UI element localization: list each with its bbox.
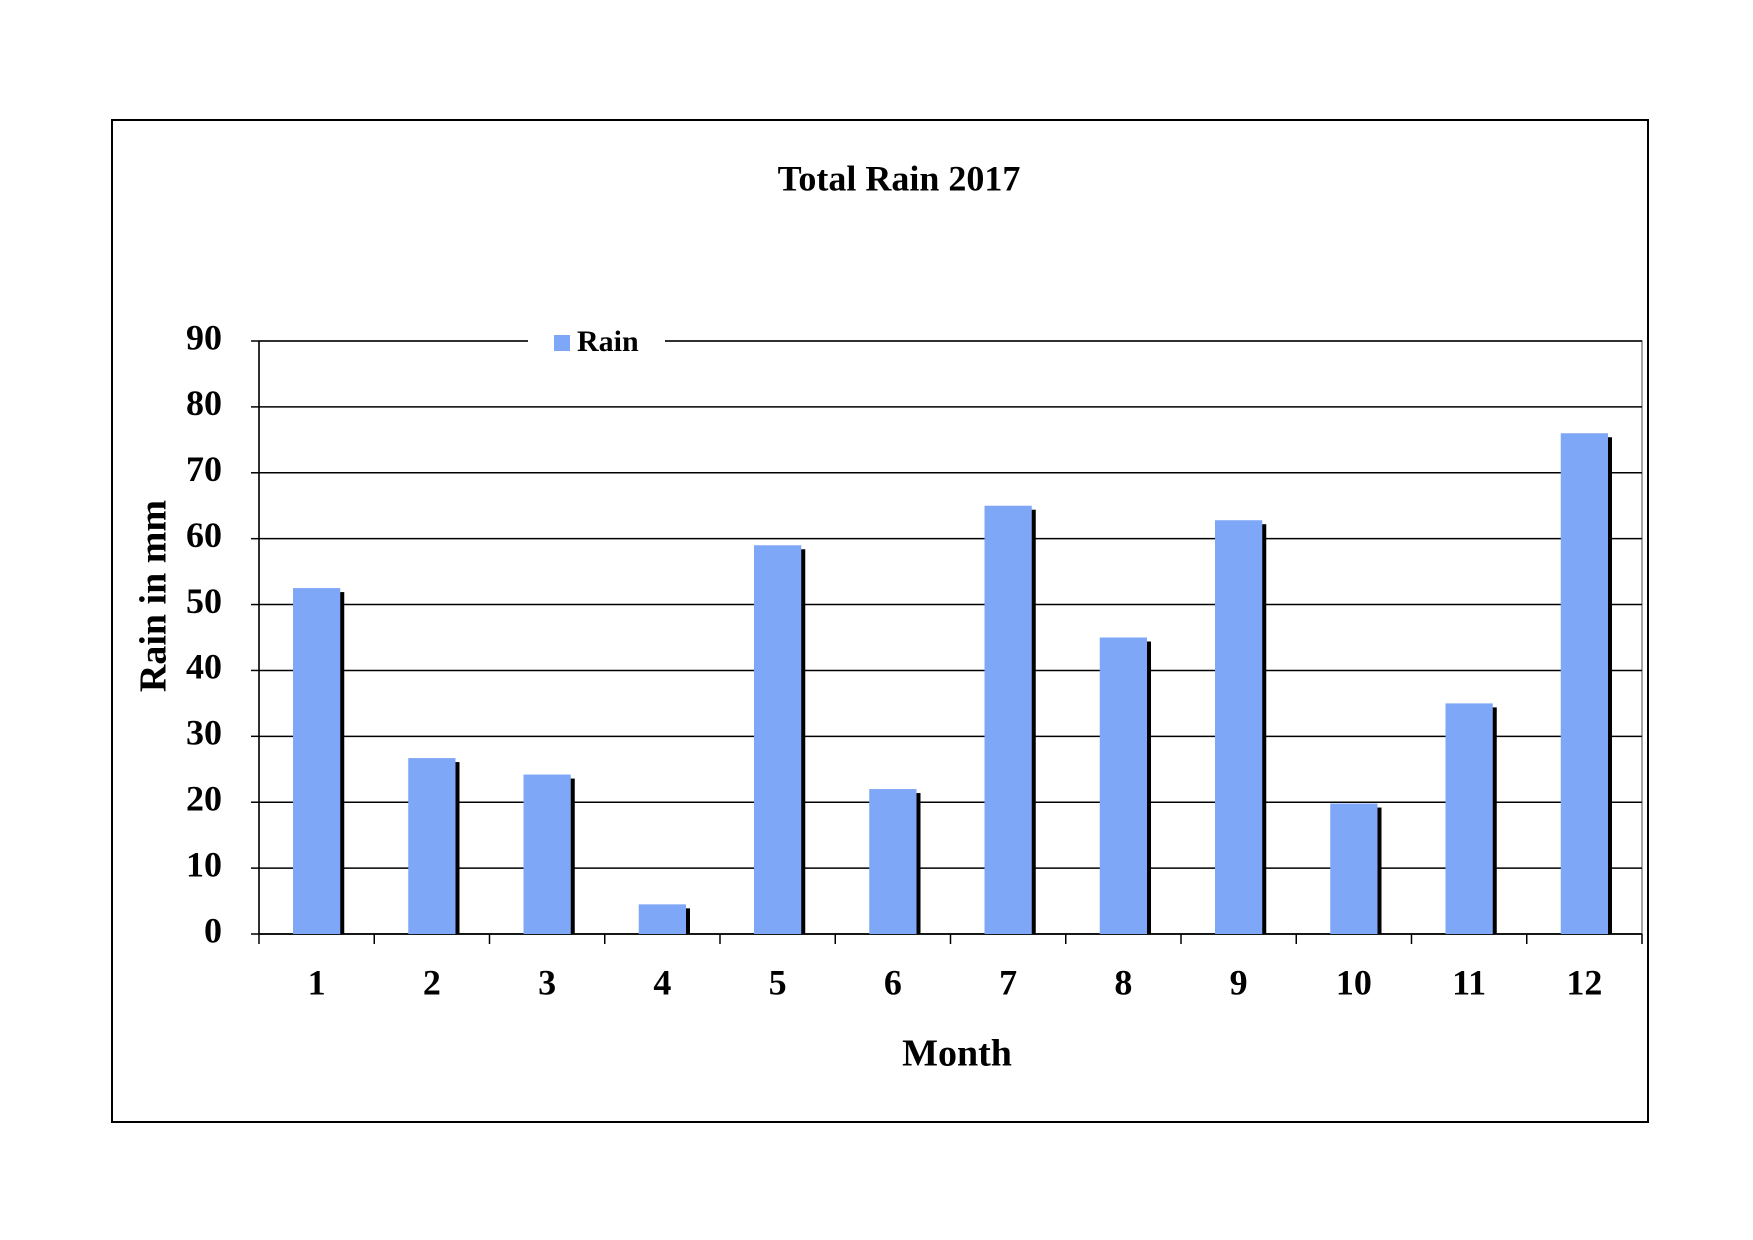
y-tick-label: 70 xyxy=(186,449,222,489)
x-tick-label: 4 xyxy=(653,962,671,1002)
bar xyxy=(1099,637,1148,934)
bar xyxy=(292,588,341,934)
y-tick-label: 50 xyxy=(186,581,222,621)
x-tick-label: 11 xyxy=(1452,962,1486,1002)
x-tick-label: 9 xyxy=(1230,962,1248,1002)
x-tick-label: 7 xyxy=(999,962,1017,1002)
y-tick-label: 10 xyxy=(186,844,222,884)
bar xyxy=(1214,520,1263,934)
x-tick-label: 2 xyxy=(423,962,441,1002)
bar xyxy=(753,545,802,934)
x-tick-label: 1 xyxy=(308,962,326,1002)
bar xyxy=(1560,433,1609,934)
x-tick-label: 12 xyxy=(1566,962,1602,1002)
bar xyxy=(408,758,456,934)
bar xyxy=(984,505,1032,934)
y-tick-label: 60 xyxy=(186,515,222,555)
bar xyxy=(869,789,917,934)
legend-swatch xyxy=(554,335,570,351)
y-tick-label: 90 xyxy=(186,317,222,357)
x-tick-label: 10 xyxy=(1336,962,1372,1002)
bar xyxy=(638,904,687,934)
x-tick-label: 3 xyxy=(538,962,556,1002)
chart-title: Total Rain 2017 xyxy=(778,158,1021,198)
y-tick-label: 40 xyxy=(186,647,222,687)
y-tick-label: 0 xyxy=(204,910,222,950)
x-tick-label: 8 xyxy=(1114,962,1132,1002)
x-tick-label: 6 xyxy=(884,962,902,1002)
y-axis-title: Rain in mm xyxy=(133,500,175,692)
x-tick-label: 5 xyxy=(769,962,787,1002)
y-tick-label: 80 xyxy=(186,383,222,423)
legend-label: Rain xyxy=(577,325,639,358)
chart-frame xyxy=(111,119,1649,1123)
bar xyxy=(523,774,571,934)
bar xyxy=(1445,703,1493,934)
legend-background xyxy=(528,321,665,361)
y-tick-label: 30 xyxy=(186,713,222,753)
x-axis-title: Month xyxy=(902,1033,1012,1075)
bar xyxy=(1330,803,1378,934)
y-tick-label: 20 xyxy=(186,778,222,818)
